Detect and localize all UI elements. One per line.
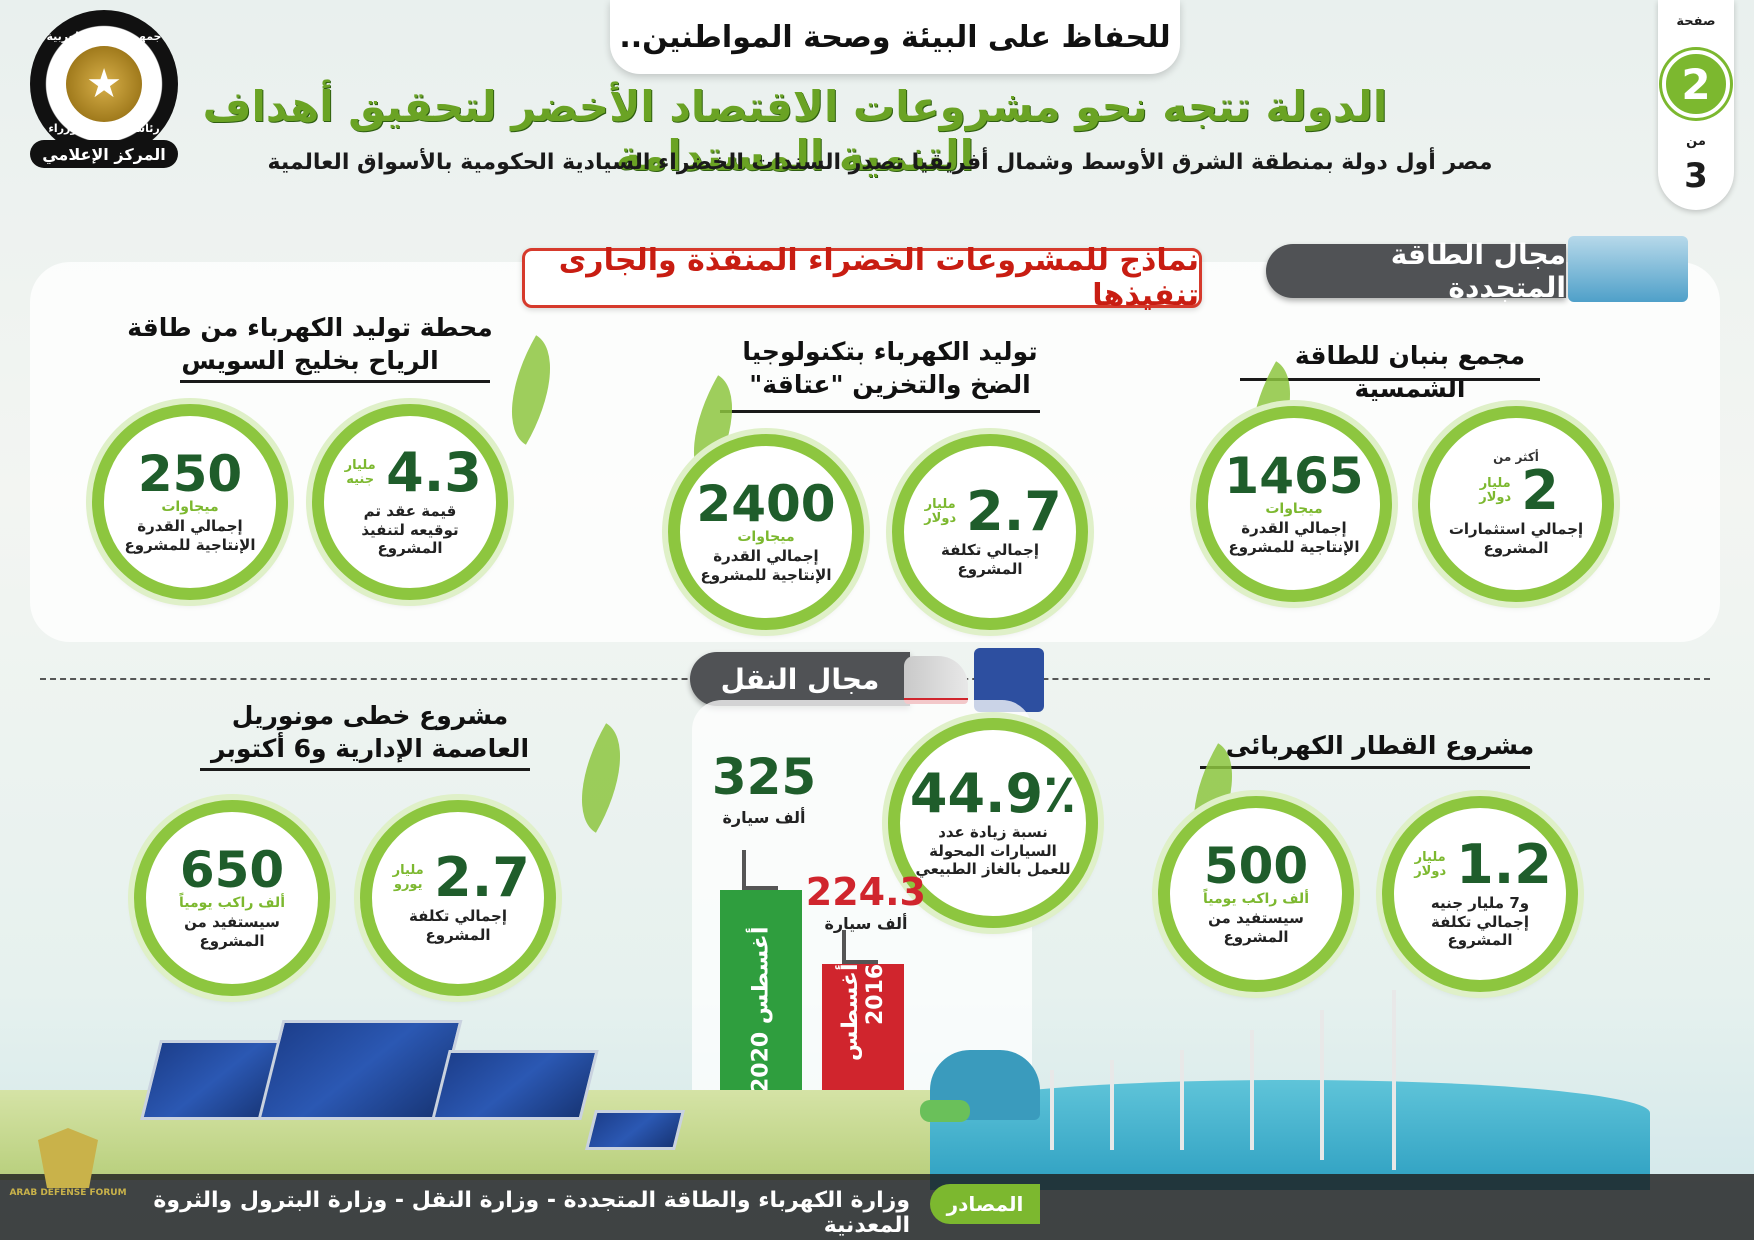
transport-tab-label: مجال النقل [720,662,880,696]
project-title-monorail: مشروع خطى مونوريل العاصمة الإدارية و6 أك… [210,701,530,763]
stat-description: إجمالي استثمارات المشروع [1448,520,1584,557]
leaf-decoration-icon [556,723,646,833]
tagline-text: للحفاظ على البيئة وصحة المواطنين.. [619,19,1171,55]
stat-description: إجمالي القدرة الإنتاجية للمشروع [124,517,256,554]
stat-description: إجمالي تكلفة المشروع [940,541,1040,578]
stat-unit: مليار دولار [924,496,957,527]
bar-value-2020: 325 [711,748,817,806]
stat-unit: مليار دولار [1414,849,1447,879]
solar-panel-icon [585,1110,685,1150]
oil-pump-icon [742,850,778,890]
total-pages-number: 3 [1684,156,1708,196]
stat-unit: ألف راكب يومياً [179,895,285,912]
stat-number: 4.3 [386,440,482,504]
stat-number: 650 [179,841,285,900]
wind-turbine-icon [1250,1030,1254,1150]
stat-unit: مليار دولار [1479,475,1512,506]
stat-suez-capacity: 250 ميجاوات إجمالي القدرة الإنتاجية للمش… [92,404,288,600]
stat-ataqa-capacity: 2400 ميجاوات إجمالي القدرة الإنتاجية للم… [668,434,864,630]
wind-turbine-icon [1050,1070,1054,1150]
stat-number: 1.2 [1456,832,1552,896]
stat-unit: ميجاوات [1265,501,1323,518]
stat-benban-capacity: 1465 ميجاوات إجمالي القدرة الإنتاجية للم… [1196,406,1392,602]
page-subtitle: مصر أول دولة بمنطقة الشرق الأوسط وشمال أ… [267,150,1493,175]
wind-turbine-icon [1392,990,1396,1170]
stat-description: سيستفيد من المشروع [1208,909,1304,946]
shield-icon [38,1128,98,1188]
stat-suez-contract: 4.3 مليار جنيه قيمة عقد تم توقيعه لتنفيذ… [312,404,508,600]
sources-badge: المصادر [930,1184,1040,1224]
oil-pump-icon [842,930,878,964]
stat-number: 1465 [1224,447,1364,506]
stat-monorail-cost: 2.7 مليار يورو إجمالي تكلفة المشروع [360,800,556,996]
stat-number: 2400 [696,475,836,534]
emblem-country-text: جمهورية مصر العربية [46,30,162,43]
stat-number: 500 [1203,837,1309,896]
project-title-electric-train: مشروع القطار الكهربائى [1225,731,1535,760]
stat-benban-investment: أكثر من 2 مليار دولار إجمالي استثمارات ا… [1418,406,1614,602]
stat-description: سيستفيد من المشروع [184,913,280,950]
stat-unit: مليار يورو [392,862,424,893]
page-title: الدولة تتجه نحو مشروعات الاقتصاد الأخضر … [202,82,1388,180]
stat-number: 2 [1521,459,1559,523]
bar-unit-2020: ألف سيارة [722,808,806,827]
project-title-benban: مجمع بنبان للطاقة الشمسية [1294,341,1526,403]
forum-watermark: ARAB DEFENSE FORUM [8,1128,128,1228]
car-icon [920,1100,970,1122]
stat-unit: ميجاوات [161,499,219,516]
stat-number: 2.7 [966,480,1062,544]
stat-number: 250 [137,445,243,504]
renewable-energy-tab: مجال الطاقة المتجددة [1266,238,1566,304]
stat-unit: ميجاوات [737,529,795,546]
stat-train-cost: 1.2 مليار دولار و7 مليار جنيه إجمالي تكل… [1382,796,1578,992]
bar-value-2016: 224.3 [805,870,926,914]
stat-number: 44.9٪ [909,761,1077,825]
tagline-banner: للحفاظ على البيئة وصحة المواطنين.. [610,0,1180,74]
title-underline [720,410,1040,413]
transport-tab: مجال النقل [690,652,910,706]
footer-bar [0,1174,1754,1240]
title-underline [200,768,530,771]
page-of-label: من [1686,134,1706,149]
stat-description: و7 مليار جنيه إجمالي تكلفة المشروع [1430,893,1530,950]
bar-unit-2016: ألف سيارة [824,914,908,933]
examples-title: نماذج للمشروعات الخضراء المنفذة والجارى … [522,243,1202,313]
wind-turbine-icon [1110,1060,1114,1150]
stat-description: إجمالي القدرة الإنتاجية للمشروع [700,547,832,584]
bar-label-2020: أغسطس 2020 [748,926,774,1094]
stat-train-passengers: 500 ألف راكب يومياً سيستفيد من المشروع [1158,796,1354,992]
wind-turbine-icon [1320,1010,1324,1160]
page-label: صفحة [1676,14,1716,29]
government-emblem: جمهورية مصر العربية ★ رئاسة مجلس الوزراء [30,10,178,158]
media-center-ribbon: المركز الإعلامي [30,140,178,168]
stat-unit: مليار جنيه [344,457,376,487]
project-title-ataqa: توليد الكهرباء بتكنولوجيا الضخ والتخزين … [742,337,1038,399]
stat-description: نسبة زيادة عدد السيارات المحولة للعمل با… [915,822,1071,879]
eagle-emblem-icon: ★ [66,46,142,122]
sources-text: وزارة الكهرباء والطاقة المتجددة - وزارة … [153,1188,910,1238]
stat-description: إجمالي تكلفة المشروع [408,907,508,944]
solar-panel-icon [257,1020,463,1120]
title-underline [180,380,490,383]
stat-description: قيمة عقد تم توقيعه لتنفيذ المشروع [361,501,459,558]
page-counter: صفحة 2 من 3 [1658,0,1734,210]
title-underline [1200,766,1530,769]
stat-monorail-passengers: 650 ألف راكب يومياً سيستفيد من المشروع [134,800,330,996]
city-skyline-icon [1568,236,1688,302]
train-icon [904,656,968,704]
current-page-number: 2 [1662,50,1730,118]
stat-description: إجمالي القدرة الإنتاجية للمشروع [1228,519,1360,556]
emblem-cabinet-text: رئاسة مجلس الوزراء [48,122,160,135]
wind-turbine-icon [1180,1050,1184,1150]
solar-panel-icon [431,1050,599,1120]
title-underline [1240,378,1540,381]
project-title-suez-wind: محطة توليد الكهرباء من طاقة الرياح بخليج… [127,313,493,375]
stat-prefix: أكثر من [1493,450,1539,465]
stat-ataqa-cost: 2.7 مليار دولار إجمالي تكلفة المشروع [892,434,1088,630]
renewable-energy-tab-label: مجال الطاقة المتجددة [1390,238,1566,304]
watermark-text: ARAB DEFENSE FORUM [9,1188,127,1198]
stat-number: 2.7 [434,846,530,910]
stat-unit: ألف راكب يومياً [1203,891,1309,908]
